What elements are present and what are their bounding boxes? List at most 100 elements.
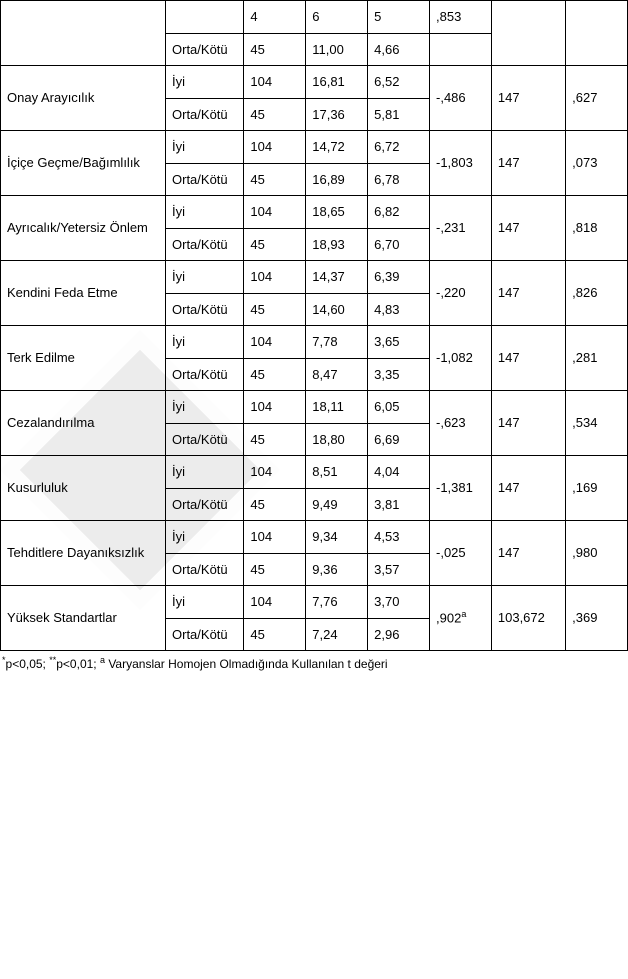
table-row: Ayrıcalık/Yetersiz Önlemİyi10418,656,82-… <box>1 196 628 229</box>
n-cell: 104 <box>244 521 306 554</box>
mean-cell: 7,78 <box>306 326 368 359</box>
df-cell: 147 <box>491 326 565 391</box>
sd-cell: 6,39 <box>368 261 430 294</box>
df-cell: 147 <box>491 131 565 196</box>
group-cell: Orta/Kötü <box>166 33 244 66</box>
table-row: Terk Edilmeİyi1047,783,65-1,082147,281 <box>1 326 628 359</box>
p-cell: ,818 <box>566 196 628 261</box>
n-cell: 104 <box>244 261 306 294</box>
sd-cell: 4,66 <box>368 33 430 66</box>
mean-cell: 7,76 <box>306 586 368 619</box>
sd-cell: 6,69 <box>368 423 430 456</box>
row-label: Cezalandırılma <box>1 391 166 456</box>
table-row: Yüksek Standartlarİyi1047,763,70,902a103… <box>1 586 628 619</box>
mean-cell: 7,24 <box>306 618 368 651</box>
sd-cell: 6,52 <box>368 66 430 99</box>
group-cell: İyi <box>166 391 244 424</box>
df-cell: 147 <box>491 456 565 521</box>
t-cell: -,486 <box>430 66 492 131</box>
n-cell: 45 <box>244 33 306 66</box>
n-cell: 45 <box>244 163 306 196</box>
p-cell: ,980 <box>566 521 628 586</box>
table-row: 465,853 <box>1 1 628 34</box>
df-cell: 147 <box>491 261 565 326</box>
row-label: İçiçe Geçme/Bağımlılık <box>1 131 166 196</box>
group-cell: Orta/Kötü <box>166 163 244 196</box>
t-cell: -,220 <box>430 261 492 326</box>
t-cell: -,623 <box>430 391 492 456</box>
sd-cell: 4,83 <box>368 293 430 326</box>
sd-cell: 3,35 <box>368 358 430 391</box>
table-row: Tehditlere Dayanıksızlıkİyi1049,344,53-,… <box>1 521 628 554</box>
df-cell: 103,672 <box>491 586 565 651</box>
n-cell: 45 <box>244 358 306 391</box>
group-cell: İyi <box>166 521 244 554</box>
n-cell: 104 <box>244 456 306 489</box>
mean-cell: 17,36 <box>306 98 368 131</box>
p-cell: ,534 <box>566 391 628 456</box>
t-cell <box>430 33 492 66</box>
mean-cell: 9,34 <box>306 521 368 554</box>
mean-cell: 14,72 <box>306 131 368 164</box>
sd-cell: 6,78 <box>368 163 430 196</box>
p-cell: ,627 <box>566 66 628 131</box>
n-cell: 104 <box>244 196 306 229</box>
n-cell: 104 <box>244 66 306 99</box>
sd-cell: 4,04 <box>368 456 430 489</box>
mean-cell: 11,00 <box>306 33 368 66</box>
group-cell: Orta/Kötü <box>166 553 244 586</box>
table-row: Kendini Feda Etmeİyi10414,376,39-,220147… <box>1 261 628 294</box>
n-cell: 104 <box>244 391 306 424</box>
row-label <box>1 1 166 66</box>
group-cell: Orta/Kötü <box>166 98 244 131</box>
t-cell: -1,803 <box>430 131 492 196</box>
sd-cell: 4,53 <box>368 521 430 554</box>
sd-cell: 3,65 <box>368 326 430 359</box>
mean-cell: 16,89 <box>306 163 368 196</box>
mean-cell: 9,36 <box>306 553 368 586</box>
group-cell: İyi <box>166 326 244 359</box>
mean-cell: 14,60 <box>306 293 368 326</box>
table-row: Onay Arayıcılıkİyi10416,816,52-,486147,6… <box>1 66 628 99</box>
stats-table: 465,853Orta/Kötü4511,004,66Onay Arayıcıl… <box>0 0 628 651</box>
n-cell: 45 <box>244 228 306 261</box>
group-cell: Orta/Kötü <box>166 228 244 261</box>
group-cell: Orta/Kötü <box>166 488 244 521</box>
t-cell: -,231 <box>430 196 492 261</box>
table-row: Kusurlulukİyi1048,514,04-1,381147,169 <box>1 456 628 489</box>
n-cell: 104 <box>244 131 306 164</box>
group-cell: İyi <box>166 586 244 619</box>
sd-cell: 2,96 <box>368 618 430 651</box>
t-cell: -,025 <box>430 521 492 586</box>
n-cell: 45 <box>244 98 306 131</box>
group-cell: Orta/Kötü <box>166 293 244 326</box>
p-cell: ,369 <box>566 586 628 651</box>
mean-cell: 18,11 <box>306 391 368 424</box>
n-cell: 45 <box>244 488 306 521</box>
mean-cell: 18,65 <box>306 196 368 229</box>
row-label: Kusurluluk <box>1 456 166 521</box>
df-cell <box>491 1 565 66</box>
sd-cell: 6,05 <box>368 391 430 424</box>
sd-cell: 5,81 <box>368 98 430 131</box>
group-cell: Orta/Kötü <box>166 618 244 651</box>
row-label: Ayrıcalık/Yetersiz Önlem <box>1 196 166 261</box>
n-cell: 45 <box>244 423 306 456</box>
sd-cell: 6,72 <box>368 131 430 164</box>
mean-cell: 18,80 <box>306 423 368 456</box>
group-cell: İyi <box>166 196 244 229</box>
n-cell: 104 <box>244 586 306 619</box>
df-cell: 147 <box>491 391 565 456</box>
n-cell: 4 <box>244 1 306 34</box>
table-row: Cezalandırılmaİyi10418,116,05-,623147,53… <box>1 391 628 424</box>
mean-cell: 9,49 <box>306 488 368 521</box>
row-label: Yüksek Standartlar <box>1 586 166 651</box>
group-cell: İyi <box>166 261 244 294</box>
mean-cell: 16,81 <box>306 66 368 99</box>
group-cell: Orta/Kötü <box>166 358 244 391</box>
t-cell: ,902a <box>430 586 492 651</box>
footnote-text: p<0,01; <box>56 657 100 671</box>
sd-cell: 6,70 <box>368 228 430 261</box>
t-cell: -1,082 <box>430 326 492 391</box>
sd-cell: 6,82 <box>368 196 430 229</box>
